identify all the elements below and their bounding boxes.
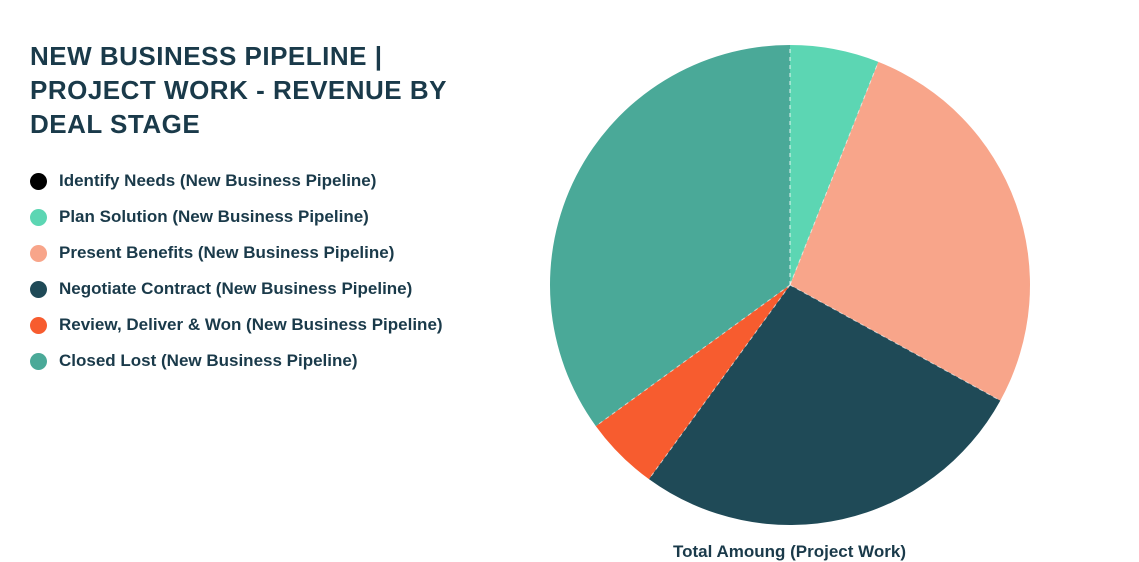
- legend-swatch: [30, 245, 47, 262]
- legend-label: Negotiate Contract (New Business Pipelin…: [59, 279, 412, 299]
- chart-container: NEW BUSINESS PIPELINE | PROJECT WORK - R…: [0, 0, 1139, 562]
- legend-label: Present Benefits (New Business Pipeline): [59, 243, 394, 263]
- legend-swatch: [30, 353, 47, 370]
- legend-item: Closed Lost (New Business Pipeline): [30, 351, 450, 371]
- legend-label: Plan Solution (New Business Pipeline): [59, 207, 369, 227]
- legend-item: Plan Solution (New Business Pipeline): [30, 207, 450, 227]
- legend-swatch: [30, 173, 47, 190]
- pie-chart: [545, 40, 1035, 530]
- legend-item: Negotiate Contract (New Business Pipelin…: [30, 279, 450, 299]
- legend: Identify Needs (New Business Pipeline) Pl…: [30, 171, 450, 371]
- legend-label: Identify Needs (New Business Pipeline): [59, 171, 376, 191]
- legend-item: Identify Needs (New Business Pipeline): [30, 171, 450, 191]
- legend-swatch: [30, 317, 47, 334]
- legend-item: Review, Deliver & Won (New Business Pipe…: [30, 315, 450, 335]
- legend-item: Present Benefits (New Business Pipeline): [30, 243, 450, 263]
- legend-swatch: [30, 281, 47, 298]
- right-panel: Total Amoung (Project Work): [480, 40, 1099, 542]
- chart-caption: Total Amoung (Project Work): [673, 542, 906, 562]
- legend-label: Review, Deliver & Won (New Business Pipe…: [59, 315, 443, 335]
- left-panel: NEW BUSINESS PIPELINE | PROJECT WORK - R…: [30, 40, 480, 542]
- chart-title: NEW BUSINESS PIPELINE | PROJECT WORK - R…: [30, 40, 450, 141]
- legend-swatch: [30, 209, 47, 226]
- legend-label: Closed Lost (New Business Pipeline): [59, 351, 358, 371]
